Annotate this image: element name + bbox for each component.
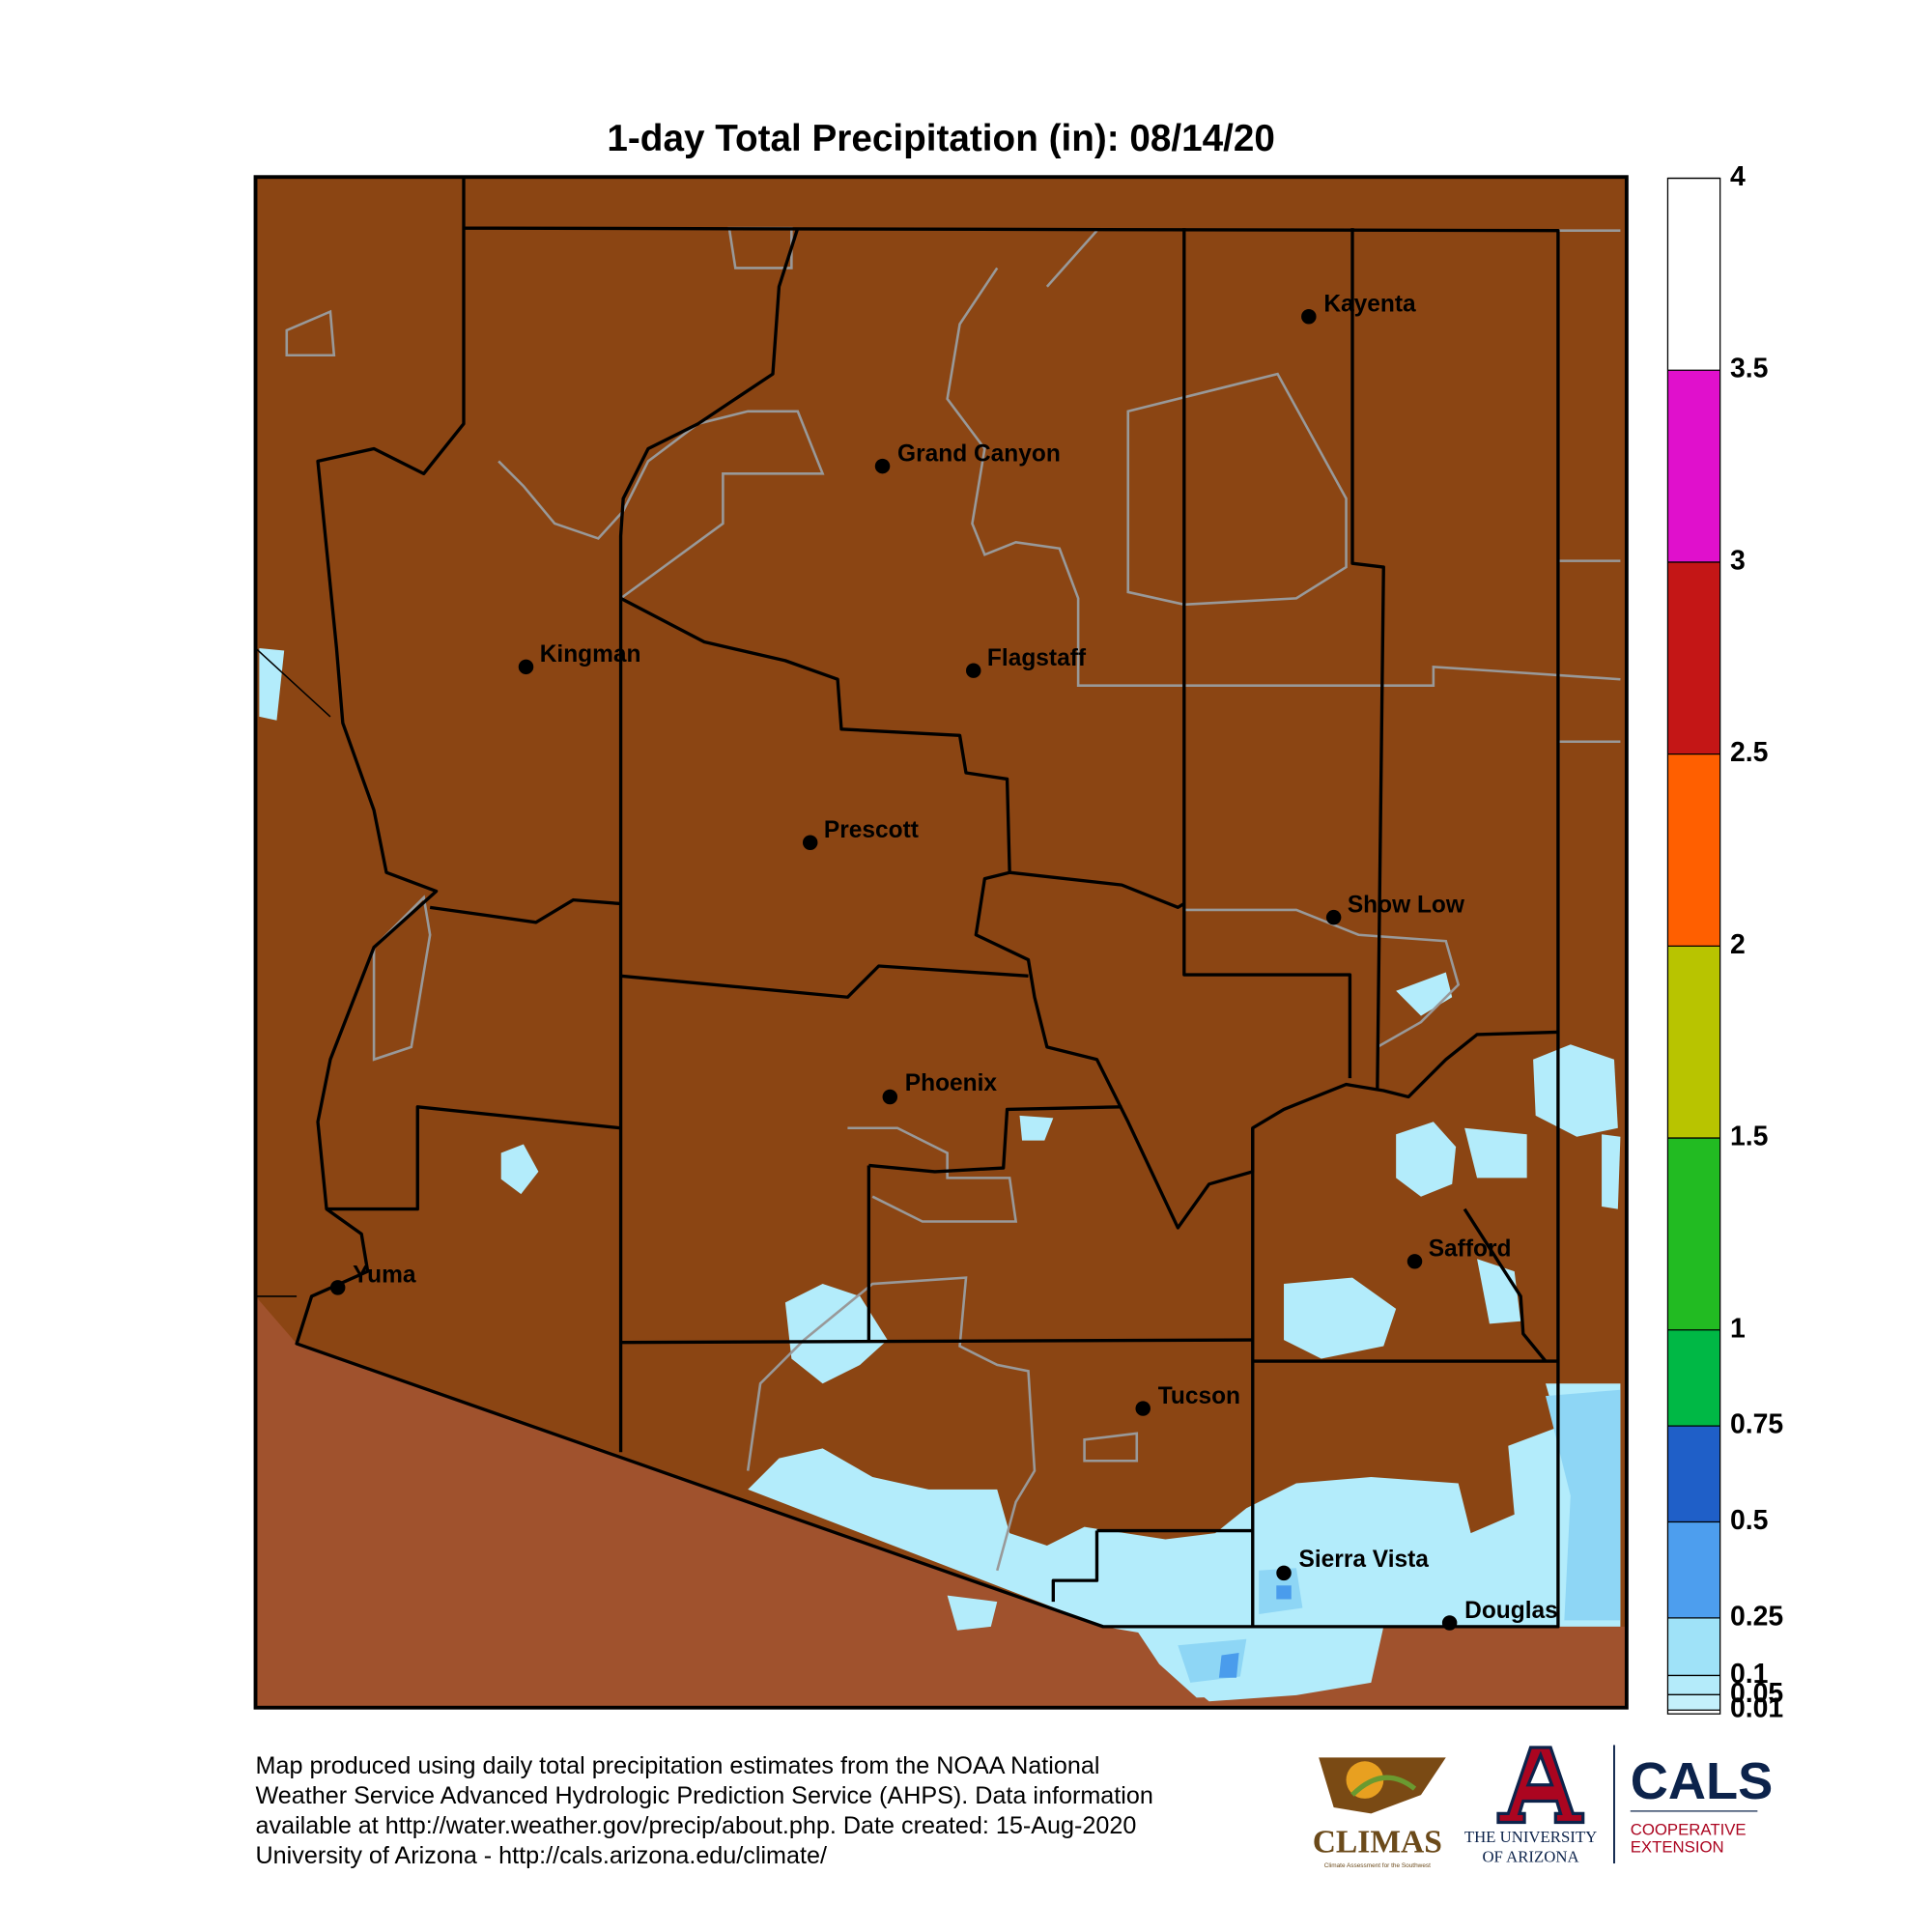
climas-tagline: Climate Assessment for the Southwest — [1324, 1862, 1431, 1869]
colorbar-band — [1667, 946, 1720, 1139]
city-label: Tucson — [1158, 1383, 1240, 1409]
ua-text: THE UNIVERSITY — [1464, 1828, 1597, 1846]
colorbar-tick-label: 3 — [1730, 545, 1746, 576]
city-marker — [1135, 1401, 1151, 1416]
city-marker — [874, 458, 891, 474]
footer: Map produced using daily total precipita… — [256, 1752, 1153, 1869]
city-marker — [802, 835, 818, 850]
map-title: 1-day Total Precipitation (in): 08/14/20 — [607, 118, 1275, 159]
city-label: Sierra Vista — [1299, 1547, 1430, 1573]
city-label: Yuma — [353, 1263, 416, 1289]
city-label: Phoenix — [905, 1070, 998, 1096]
cities: Kayenta Grand Canyon Kingman Flagstaff P… — [329, 292, 1558, 1631]
city-label: Flagstaff — [987, 645, 1087, 671]
colorbar-tick-label: 2 — [1730, 929, 1746, 960]
city-marker — [966, 663, 981, 678]
map-frame — [253, 175, 1629, 1710]
city-marker — [1325, 909, 1342, 925]
precipitation — [259, 647, 1621, 1702]
colorbar-band — [1667, 1521, 1720, 1618]
city-marker — [329, 1280, 346, 1295]
colorbar-band — [1667, 1675, 1720, 1695]
footer-line: University of Arizona - http://cals.ariz… — [256, 1842, 827, 1869]
ua-text: OF ARIZONA — [1482, 1848, 1578, 1866]
city-marker — [1301, 309, 1317, 325]
footer-line: available at http://water.weather.gov/pr… — [256, 1812, 1137, 1839]
city-marker — [518, 659, 534, 675]
cals-text: COOPERATIVE — [1631, 1820, 1747, 1838]
colorbar-band — [1667, 370, 1720, 562]
climas-name: CLIMAS — [1313, 1824, 1442, 1860]
colorbar-tick-label: 0.1 — [1730, 1659, 1768, 1690]
colorbar-tick-label: 0.75 — [1730, 1409, 1783, 1440]
city-label: Grand Canyon — [897, 440, 1061, 467]
colorbar-tick-label: 1 — [1730, 1313, 1746, 1344]
ua-logo — [1496, 1746, 1585, 1825]
colorbar-band — [1667, 1138, 1720, 1330]
county-lines — [254, 177, 1560, 1629]
colorbar-tick-label: 3.5 — [1730, 354, 1768, 384]
city-marker — [1406, 1254, 1423, 1269]
city-label: Prescott — [824, 817, 919, 843]
climas-swoosh — [1350, 1775, 1417, 1797]
city-label: Kayenta — [1323, 292, 1416, 318]
colorbar-tick-label: 0.01 — [1730, 1693, 1783, 1724]
footer-line: Map produced using daily total precipita… — [256, 1752, 1100, 1779]
city-label: Show Low — [1348, 893, 1465, 919]
city-marker — [882, 1089, 898, 1105]
mexico — [255, 1295, 1627, 1708]
colorbar-tick-label: 2.5 — [1730, 737, 1768, 768]
cals-name: CALS — [1631, 1752, 1774, 1810]
colorbar-tick-label: 0.05 — [1730, 1678, 1783, 1709]
city-label: Safford — [1429, 1236, 1512, 1263]
footer-line: Weather Service Advanced Hydrologic Pred… — [256, 1782, 1153, 1809]
colorbar-band — [1667, 561, 1720, 754]
colorbar-band — [1667, 1617, 1720, 1676]
colorbar-band — [1667, 1694, 1720, 1711]
colorbar-tick-label: 0.25 — [1730, 1601, 1783, 1632]
logos: CLIMAS Climate Assessment for the Southw… — [1313, 1745, 1774, 1869]
colorbar-tick-label: 1.5 — [1730, 1122, 1768, 1152]
map: Kayenta Grand Canyon Kingman Flagstaff P… — [253, 175, 1629, 1710]
colorbar-band — [1667, 178, 1720, 371]
city-label: Douglas — [1464, 1598, 1558, 1624]
colorbar-tick-label: 0.5 — [1730, 1505, 1768, 1536]
colorbar: 0.010.050.1 0.25 0.5 0.75 1 1.5 2 2.5 3 3.5 4 — [1666, 161, 1783, 1724]
city-marker — [1441, 1615, 1458, 1631]
city-label: Kingman — [540, 641, 641, 668]
colorbar-band — [1667, 753, 1720, 947]
city-marker — [1276, 1565, 1292, 1581]
colorbar-tick-label: 4 — [1730, 161, 1746, 192]
colorbar-band — [1667, 1329, 1720, 1427]
cals-text: EXTENSION — [1631, 1837, 1724, 1856]
colorbar-band — [1667, 1426, 1720, 1522]
